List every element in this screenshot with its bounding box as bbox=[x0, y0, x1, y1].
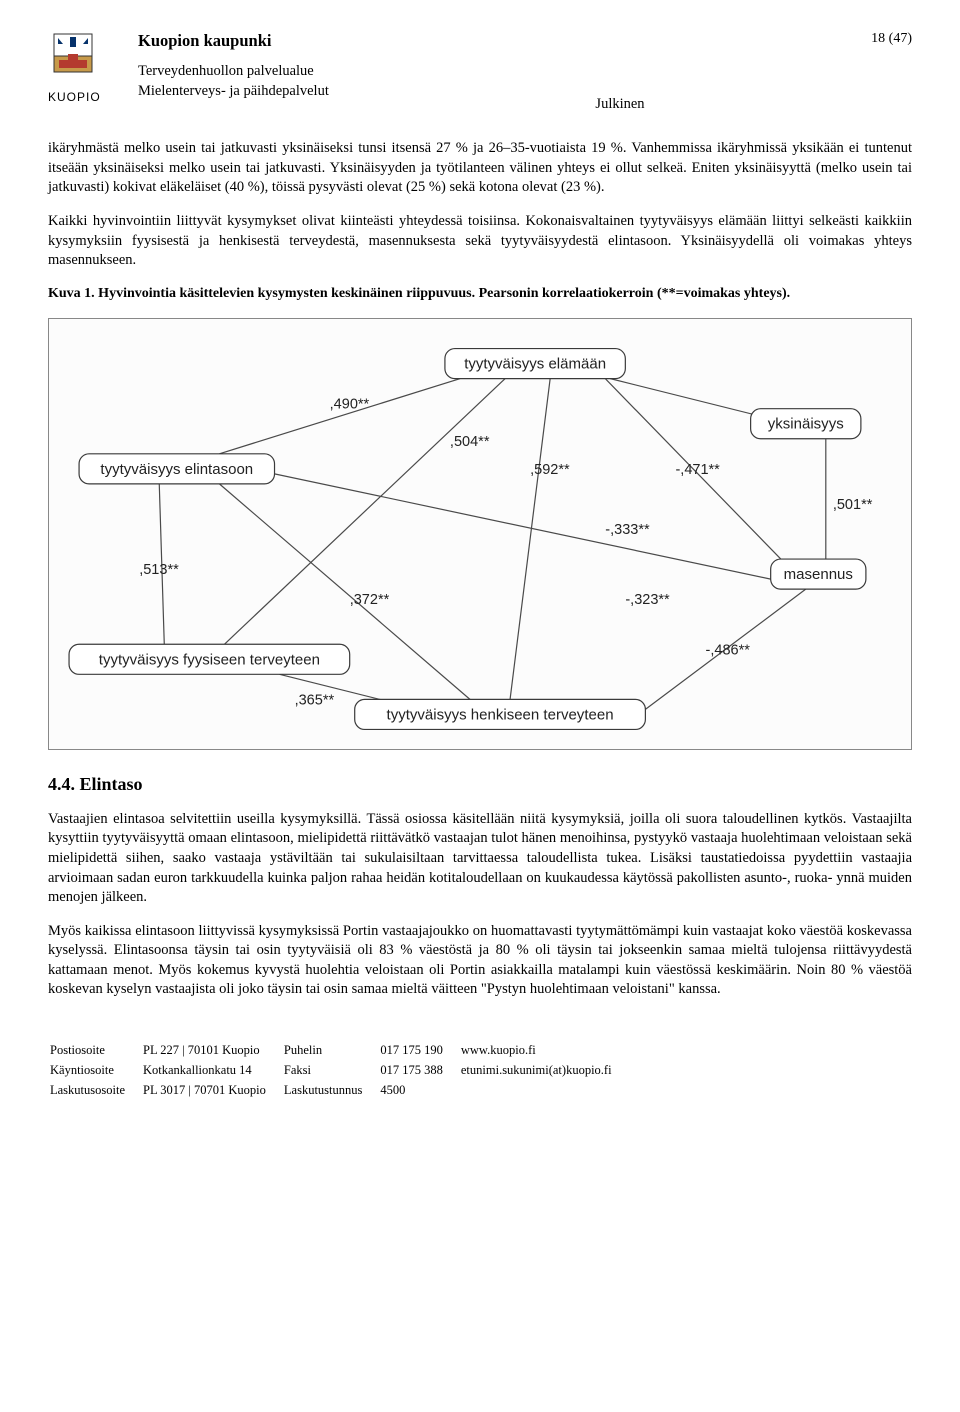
edge-label-yksin-masennus: ,501** bbox=[833, 497, 873, 513]
edge-elama-henk bbox=[510, 378, 550, 699]
footer-value3 bbox=[461, 1082, 628, 1100]
correlation-diagram: ,490** ,504** ,592** -,471** ,501** -,333** ,5… bbox=[48, 318, 912, 750]
footer-value2: 4500 bbox=[380, 1082, 459, 1100]
footer-row: LaskutusosoitePL 3017 | 70701 KuopioLask… bbox=[50, 1082, 628, 1100]
footer-label2: Laskutustunnus bbox=[284, 1082, 378, 1100]
paragraph-4: Myös kaikissa elintasoon liittyvissä kys… bbox=[48, 922, 912, 1000]
edge-label-elintaso-masennus: -,323** bbox=[625, 592, 670, 608]
edge-label-elintaso-henk: ,372** bbox=[350, 592, 390, 608]
kuopio-crest-icon bbox=[48, 30, 98, 80]
node-label-elintaso: tyytyväisyys elintasoon bbox=[100, 460, 253, 477]
page-header: KUOPIO Kuopion kaupunki Terveydenhuollon… bbox=[48, 30, 912, 105]
footer-value3: etunimi.sukunimi(at)kuopio.fi bbox=[461, 1062, 628, 1080]
footer-table: PostiosoitePL 227 | 70101 KuopioPuhelin0… bbox=[48, 1040, 630, 1102]
network-svg: ,490** ,504** ,592** -,471** ,501** -,333** ,5… bbox=[49, 319, 911, 749]
footer-value3: www.kuopio.fi bbox=[461, 1042, 628, 1060]
edge-elama-yksin bbox=[610, 378, 770, 418]
edge-label-henk-masennus: -,486** bbox=[706, 642, 751, 658]
logo-block: KUOPIO bbox=[48, 30, 138, 105]
edge-label-elama-yksin: -,471** bbox=[675, 461, 720, 477]
org-sub1: Terveydenhuollon palvelualue bbox=[138, 62, 842, 82]
edge-elama-elintaso bbox=[219, 378, 460, 453]
node-label-yksin: yksinäisyys bbox=[768, 415, 844, 432]
body-text: ikäryhmästä melko usein tai jatkuvasti y… bbox=[48, 139, 912, 303]
node-label-fyys: tyytyväisyys fyysiseen terveyteen bbox=[99, 651, 320, 668]
paragraph-3: Vastaajien elintasoa selvitettiin useill… bbox=[48, 810, 912, 908]
edge-label-elintaso-fyys: ,513** bbox=[139, 562, 179, 578]
header-titles: Kuopion kaupunki Terveydenhuollon palvel… bbox=[138, 30, 842, 101]
edge-label-elama-fyys: ,504** bbox=[450, 433, 490, 449]
page-number: 18 (47) bbox=[842, 30, 912, 49]
edge-label-elama-henk: ,592** bbox=[530, 461, 570, 477]
paragraph-1: ikäryhmästä melko usein tai jatkuvasti y… bbox=[48, 139, 912, 198]
footer-label2: Faksi bbox=[284, 1062, 378, 1080]
node-label-masennus: masennus bbox=[784, 566, 853, 583]
paragraph-2: Kaikki hyvinvointiin liittyvät kysymykse… bbox=[48, 212, 912, 271]
footer-value: Kotkankallionkatu 14 bbox=[143, 1062, 282, 1080]
edge-label-elama-elintaso: ,490** bbox=[330, 396, 370, 412]
edge-label-fyys-henk: ,365** bbox=[295, 692, 335, 708]
node-label-elama: tyytyväisyys elämään bbox=[464, 355, 606, 372]
footer-label2: Puhelin bbox=[284, 1042, 378, 1060]
org-sub2: Mielenterveys- ja päihdepalvelut bbox=[138, 82, 842, 102]
footer-label: Postiosoite bbox=[50, 1042, 141, 1060]
footer: PostiosoitePL 227 | 70101 KuopioPuhelin0… bbox=[48, 1040, 912, 1102]
footer-value: PL 3017 | 70701 Kuopio bbox=[143, 1082, 282, 1100]
section-heading: 4.4. Elintaso bbox=[48, 772, 912, 796]
body-text-2: 4.4. Elintaso Vastaajien elintasoa selvi… bbox=[48, 772, 912, 1000]
footer-value2: 017 175 388 bbox=[380, 1062, 459, 1080]
footer-label: Käyntiosoite bbox=[50, 1062, 141, 1080]
footer-row: KäyntiosoiteKotkankallionkatu 14Faksi017… bbox=[50, 1062, 628, 1080]
figure-caption: Kuva 1. Hyvinvointia käsittelevien kysym… bbox=[48, 285, 912, 304]
logo-label: KUOPIO bbox=[48, 89, 138, 105]
org-title: Kuopion kaupunki bbox=[138, 30, 842, 52]
footer-label: Laskutusosoite bbox=[50, 1082, 141, 1100]
footer-value2: 017 175 190 bbox=[380, 1042, 459, 1060]
edge-label-elama-masennus: -,333** bbox=[605, 522, 650, 538]
node-label-henk: tyytyväisyys henkiseen terveyteen bbox=[387, 706, 614, 723]
footer-value: PL 227 | 70101 Kuopio bbox=[143, 1042, 282, 1060]
footer-row: PostiosoitePL 227 | 70101 KuopioPuhelin0… bbox=[50, 1042, 628, 1060]
